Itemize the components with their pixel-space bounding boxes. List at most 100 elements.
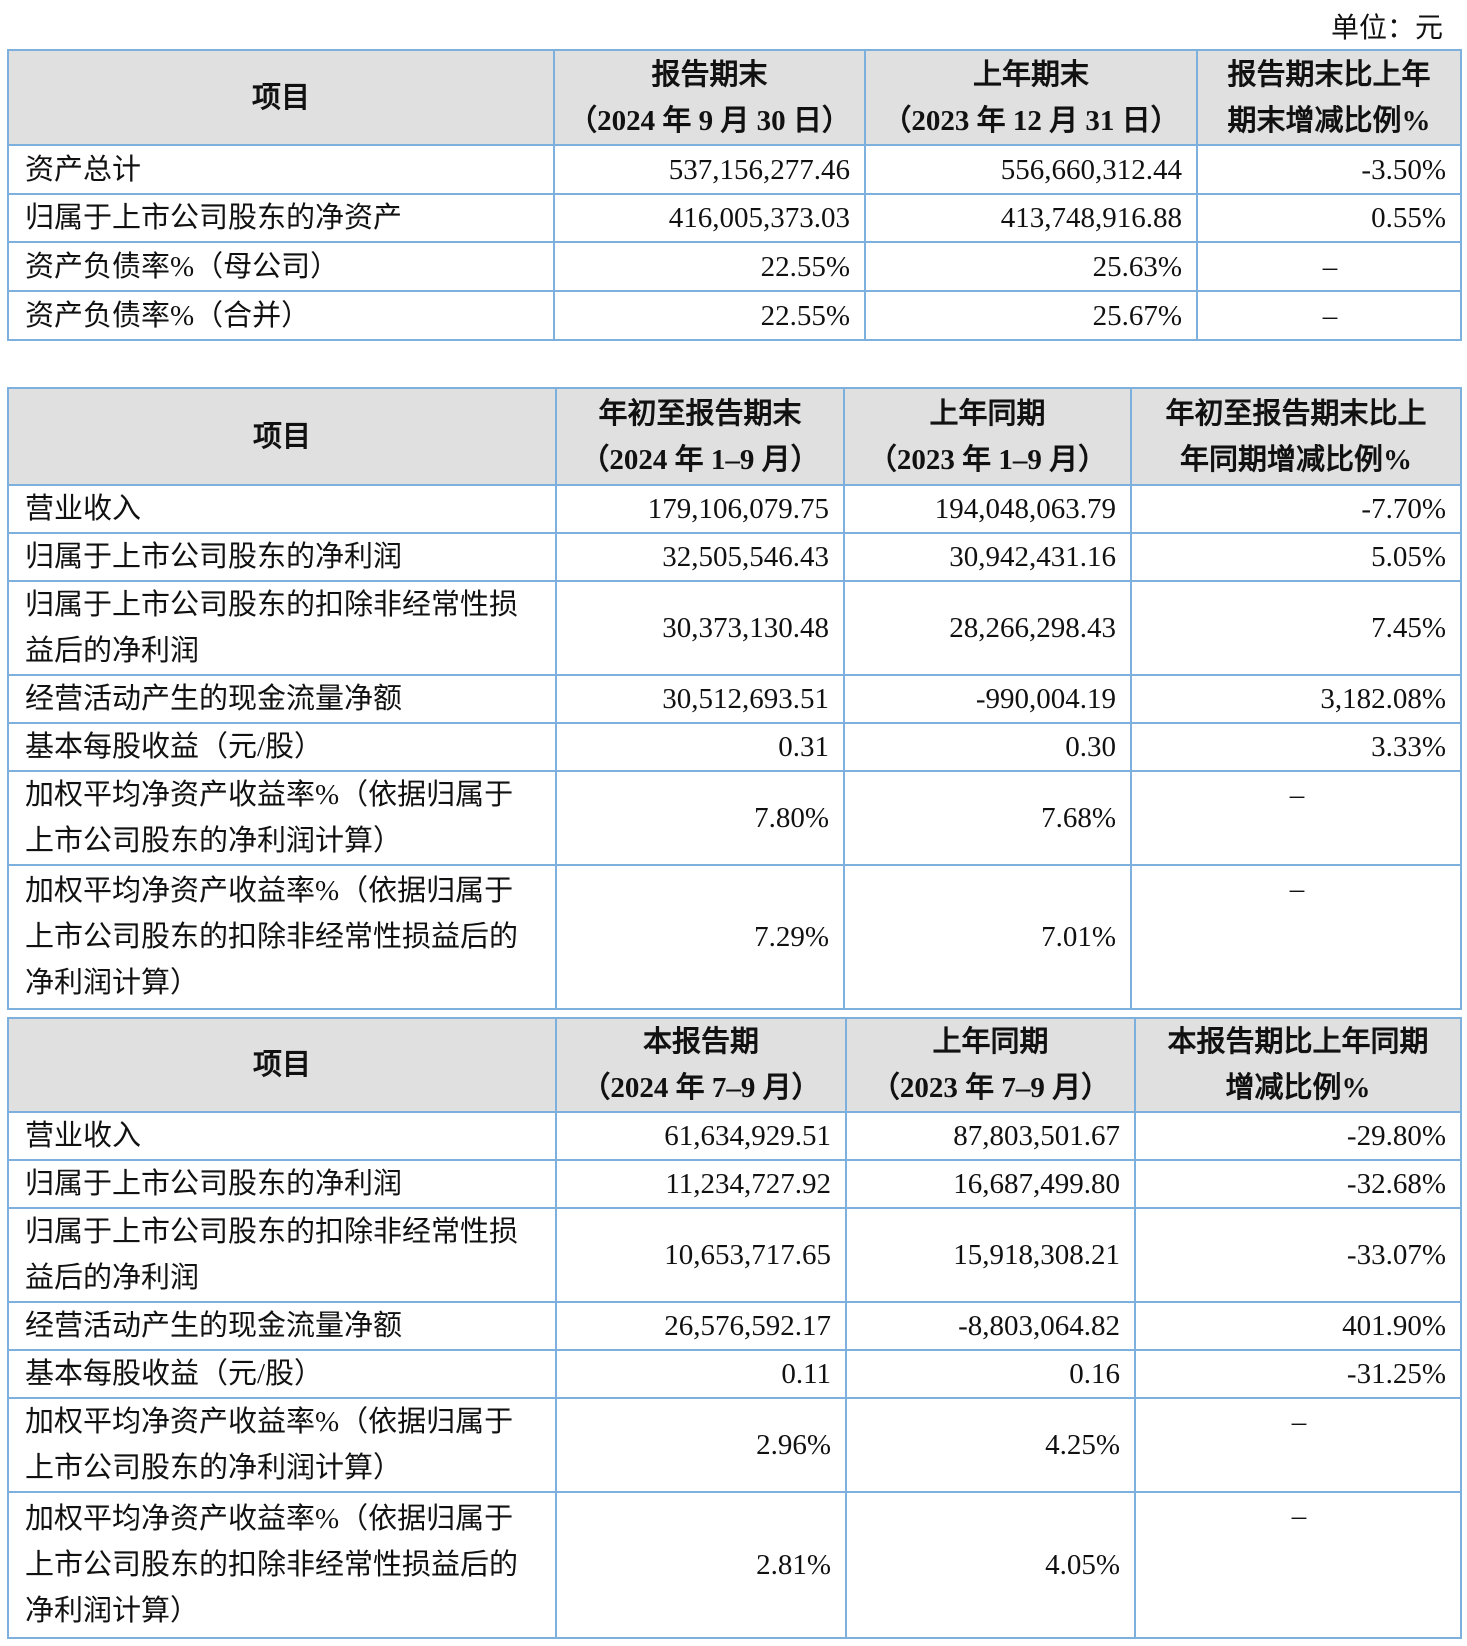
change-value: -32.68% bbox=[1134, 1159, 1462, 1209]
change-value: – bbox=[1134, 1397, 1462, 1493]
table-row: 营业收入 179,106,079.75 194,048,063.79 -7.70… bbox=[7, 484, 1462, 534]
row-label: 归属于上市公司股东的扣除非经常性损益后的净利润 bbox=[7, 1207, 557, 1303]
change-value: 3.33% bbox=[1130, 722, 1462, 772]
table-header-row: 项目 报告期末 （2024 年 9 月 30 日） 上年期末 （2023 年 1… bbox=[7, 49, 1462, 146]
prior-value: 25.63% bbox=[864, 241, 1198, 292]
change-value: -7.70% bbox=[1130, 484, 1462, 534]
prior-value: 4.05% bbox=[845, 1491, 1136, 1639]
table-row: 归属于上市公司股东的净利润 11,234,727.92 16,687,499.8… bbox=[7, 1159, 1462, 1209]
row-label: 加权平均净资产收益率%（依据归属于上市公司股东的扣除非经常性损益后的净利润计算） bbox=[7, 864, 557, 1010]
table-header-row: 项目 本报告期 （2024 年 7–9 月） 上年同期 （2023 年 7–9 … bbox=[7, 1017, 1462, 1113]
current-value: 2.81% bbox=[555, 1491, 847, 1639]
row-label: 基本每股收益（元/股） bbox=[7, 722, 557, 772]
change-value: – bbox=[1196, 290, 1462, 341]
table-row: 归属于上市公司股东的净利润 32,505,546.43 30,942,431.1… bbox=[7, 532, 1462, 582]
row-label: 营业收入 bbox=[7, 484, 557, 534]
current-value: 10,653,717.65 bbox=[555, 1207, 847, 1303]
header-prior-period: 上年同期 （2023 年 1–9 月） bbox=[843, 387, 1132, 486]
table-row: 资产负债率%（合并） 22.55% 25.67% – bbox=[7, 290, 1462, 341]
prior-value: 16,687,499.80 bbox=[845, 1159, 1136, 1209]
table-row: 经营活动产生的现金流量净额 30,512,693.51 -990,004.19 … bbox=[7, 674, 1462, 724]
table-row: 加权平均净资产收益率%（依据归属于上市公司股东的净利润计算） 2.96% 4.2… bbox=[7, 1397, 1462, 1493]
header-prior-period: 上年期末 （2023 年 12 月 31 日） bbox=[864, 49, 1198, 146]
current-value: 11,234,727.92 bbox=[555, 1159, 847, 1209]
table-row: 基本每股收益（元/股） 0.11 0.16 -31.25% bbox=[7, 1349, 1462, 1399]
change-value: -33.07% bbox=[1134, 1207, 1462, 1303]
header-change-pct: 报告期末比上年 期末增减比例% bbox=[1196, 49, 1462, 146]
change-value: 3,182.08% bbox=[1130, 674, 1462, 724]
prior-value: 0.30 bbox=[843, 722, 1132, 772]
current-value: 30,512,693.51 bbox=[555, 674, 845, 724]
prior-value: 28,266,298.43 bbox=[843, 580, 1132, 676]
prior-value: 7.68% bbox=[843, 770, 1132, 866]
table-header-row: 项目 年初至报告期末 （2024 年 1–9 月） 上年同期 （2023 年 1… bbox=[7, 387, 1462, 486]
row-label: 营业收入 bbox=[7, 1111, 557, 1161]
row-label: 经营活动产生的现金流量净额 bbox=[7, 1301, 557, 1351]
header-current-period: 年初至报告期末 （2024 年 1–9 月） bbox=[555, 387, 845, 486]
header-prior-period: 上年同期 （2023 年 7–9 月） bbox=[845, 1017, 1136, 1113]
row-label: 资产负债率%（合并） bbox=[7, 290, 555, 341]
current-value: 22.55% bbox=[553, 241, 866, 292]
header-item: 项目 bbox=[7, 1017, 557, 1113]
prior-value: 7.01% bbox=[843, 864, 1132, 1010]
current-value: 32,505,546.43 bbox=[555, 532, 845, 582]
prior-value: 194,048,063.79 bbox=[843, 484, 1132, 534]
header-current-period: 本报告期 （2024 年 7–9 月） bbox=[555, 1017, 847, 1113]
row-label: 经营活动产生的现金流量净额 bbox=[7, 674, 557, 724]
table-row: 归属于上市公司股东的扣除非经常性损益后的净利润 10,653,717.65 15… bbox=[7, 1207, 1462, 1303]
ytd-income-table: 项目 年初至报告期末 （2024 年 1–9 月） 上年同期 （2023 年 1… bbox=[7, 387, 1462, 1010]
current-value: 537,156,277.46 bbox=[553, 144, 866, 195]
prior-value: -990,004.19 bbox=[843, 674, 1132, 724]
table-row: 归属于上市公司股东的扣除非经常性损益后的净利润 30,373,130.48 28… bbox=[7, 580, 1462, 676]
row-label: 资产负债率%（母公司） bbox=[7, 241, 555, 292]
row-label: 加权平均净资产收益率%（依据归属于上市公司股东的净利润计算） bbox=[7, 770, 557, 866]
header-current-period: 报告期末 （2024 年 9 月 30 日） bbox=[553, 49, 866, 146]
prior-value: 0.16 bbox=[845, 1349, 1136, 1399]
change-value: – bbox=[1130, 770, 1462, 866]
change-value: -3.50% bbox=[1196, 144, 1462, 195]
header-change-pct: 本报告期比上年同期 增减比例% bbox=[1134, 1017, 1462, 1113]
current-value: 22.55% bbox=[553, 290, 866, 341]
table-row: 资产总计 537,156,277.46 556,660,312.44 -3.50… bbox=[7, 144, 1462, 195]
row-label: 归属于上市公司股东的净利润 bbox=[7, 1159, 557, 1209]
current-value: 0.11 bbox=[555, 1349, 847, 1399]
row-label: 资产总计 bbox=[7, 144, 555, 195]
current-value: 179,106,079.75 bbox=[555, 484, 845, 534]
row-label: 加权平均净资产收益率%（依据归属于上市公司股东的扣除非经常性损益后的净利润计算） bbox=[7, 1491, 557, 1639]
change-value: 0.55% bbox=[1196, 193, 1462, 243]
prior-value: 87,803,501.67 bbox=[845, 1111, 1136, 1161]
balance-sheet-table: 项目 报告期末 （2024 年 9 月 30 日） 上年期末 （2023 年 1… bbox=[7, 49, 1462, 341]
prior-value: 30,942,431.16 bbox=[843, 532, 1132, 582]
table-row: 归属于上市公司股东的净资产 416,005,373.03 413,748,916… bbox=[7, 193, 1462, 243]
change-value: -31.25% bbox=[1134, 1349, 1462, 1399]
current-value: 0.31 bbox=[555, 722, 845, 772]
row-label: 加权平均净资产收益率%（依据归属于上市公司股东的净利润计算） bbox=[7, 1397, 557, 1493]
change-value: – bbox=[1130, 864, 1462, 1010]
current-value: 2.96% bbox=[555, 1397, 847, 1493]
prior-value: 413,748,916.88 bbox=[864, 193, 1198, 243]
unit-label: 单位：元 bbox=[1330, 13, 1443, 44]
quarter-income-table: 项目 本报告期 （2024 年 7–9 月） 上年同期 （2023 年 7–9 … bbox=[7, 1017, 1462, 1639]
header-item: 项目 bbox=[7, 387, 557, 486]
change-value: -29.80% bbox=[1134, 1111, 1462, 1161]
change-value: 7.45% bbox=[1130, 580, 1462, 676]
table-row: 加权平均净资产收益率%（依据归属于上市公司股东的扣除非经常性损益后的净利润计算）… bbox=[7, 864, 1462, 1010]
current-value: 30,373,130.48 bbox=[555, 580, 845, 676]
table-row: 营业收入 61,634,929.51 87,803,501.67 -29.80% bbox=[7, 1111, 1462, 1161]
change-value: 5.05% bbox=[1130, 532, 1462, 582]
prior-value: 556,660,312.44 bbox=[864, 144, 1198, 195]
change-value: – bbox=[1196, 241, 1462, 292]
prior-value: -8,803,064.82 bbox=[845, 1301, 1136, 1351]
header-change-pct: 年初至报告期末比上 年同期增减比例% bbox=[1130, 387, 1462, 486]
row-label: 归属于上市公司股东的净利润 bbox=[7, 532, 557, 582]
table-row: 加权平均净资产收益率%（依据归属于上市公司股东的净利润计算） 7.80% 7.6… bbox=[7, 770, 1462, 866]
row-label: 基本每股收益（元/股） bbox=[7, 1349, 557, 1399]
row-label: 归属于上市公司股东的净资产 bbox=[7, 193, 555, 243]
current-value: 7.80% bbox=[555, 770, 845, 866]
table-row: 加权平均净资产收益率%（依据归属于上市公司股东的扣除非经常性损益后的净利润计算）… bbox=[7, 1491, 1462, 1639]
change-value: – bbox=[1134, 1491, 1462, 1639]
header-item: 项目 bbox=[7, 49, 555, 146]
current-value: 7.29% bbox=[555, 864, 845, 1010]
current-value: 416,005,373.03 bbox=[553, 193, 866, 243]
table-row: 经营活动产生的现金流量净额 26,576,592.17 -8,803,064.8… bbox=[7, 1301, 1462, 1351]
